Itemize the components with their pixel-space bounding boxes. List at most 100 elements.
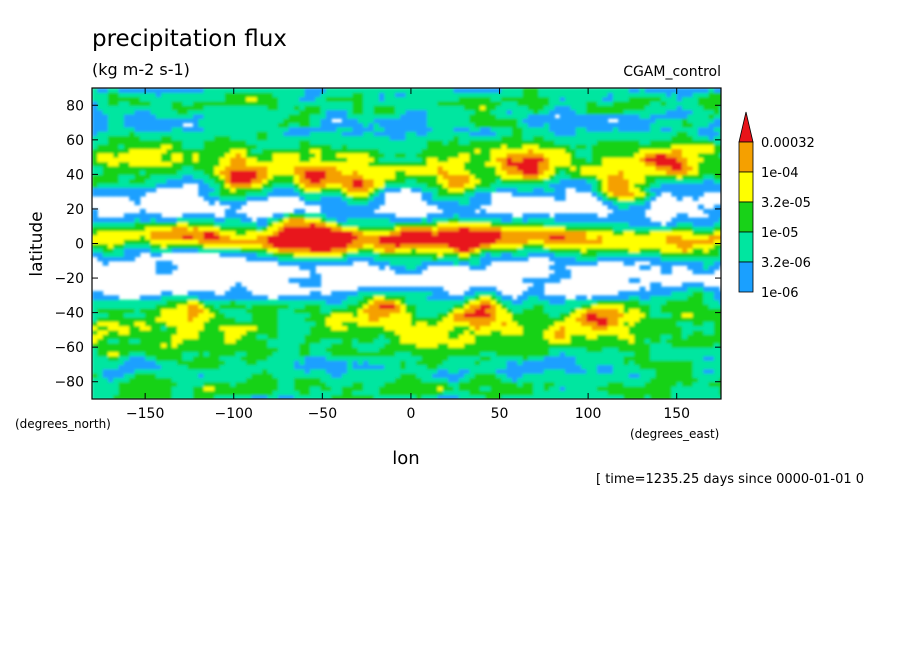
field-cell	[325, 226, 332, 232]
field-cell	[113, 355, 120, 361]
field-cell	[155, 152, 162, 158]
field-cell	[442, 226, 449, 232]
field-cell	[102, 165, 109, 171]
field-cell	[379, 217, 385, 223]
field-cell	[187, 88, 194, 93]
field-cell	[453, 96, 460, 102]
field-cell	[405, 321, 412, 327]
field-cell	[315, 239, 322, 245]
field-cell	[107, 109, 114, 115]
field-cell	[219, 381, 226, 387]
field-cell	[267, 161, 274, 167]
field-cell	[171, 265, 178, 271]
field-cell	[464, 96, 470, 102]
field-cell	[288, 187, 295, 193]
field-cell	[368, 295, 375, 301]
field-cell	[123, 334, 130, 340]
field-cell	[426, 373, 433, 378]
field-cell	[171, 364, 178, 370]
field-cell	[107, 364, 114, 370]
field-cell	[469, 170, 476, 175]
field-cell	[235, 195, 242, 201]
field-cell	[262, 144, 269, 150]
field-cell	[293, 360, 300, 366]
field-cell	[129, 334, 136, 340]
field-cell	[171, 148, 178, 154]
field-cell	[363, 213, 370, 219]
field-cell	[288, 126, 295, 132]
field-cell	[352, 308, 359, 314]
field-cell	[278, 316, 284, 322]
field-cell	[139, 213, 146, 219]
field-cell	[118, 334, 125, 340]
field-cell	[107, 381, 114, 387]
field-cell	[304, 252, 311, 258]
field-cell	[113, 364, 120, 370]
field-cell	[97, 105, 104, 111]
field-cell	[474, 394, 481, 399]
field-cell	[293, 316, 300, 322]
field-cell	[150, 183, 157, 188]
field-cell	[278, 373, 284, 378]
field-cell	[113, 377, 120, 383]
field-cell	[267, 377, 274, 383]
field-cell	[325, 252, 332, 258]
field-cell	[432, 217, 439, 223]
field-cell	[464, 157, 470, 163]
field-cell	[400, 394, 407, 399]
field-cell	[341, 312, 348, 318]
field-cell	[325, 368, 332, 374]
field-cell	[347, 351, 354, 357]
field-cell	[480, 178, 486, 184]
field-cell	[384, 187, 391, 193]
field-cell	[235, 135, 242, 141]
field-cell	[379, 178, 385, 184]
field-cell	[469, 178, 476, 184]
field-cell	[299, 351, 306, 357]
field-cell	[150, 243, 157, 249]
field-cell	[134, 195, 141, 201]
field-cell	[432, 312, 439, 318]
field-cell	[299, 144, 306, 150]
field-cell	[405, 139, 412, 145]
field-cell	[416, 92, 423, 98]
field-cell	[458, 355, 465, 361]
field-cell	[304, 226, 311, 232]
field-cell	[230, 152, 237, 158]
field-cell	[357, 88, 364, 93]
field-cell	[208, 187, 215, 193]
field-cell	[416, 161, 423, 167]
field-cell	[426, 355, 433, 361]
field-cell	[501, 161, 508, 167]
field-cell	[251, 88, 258, 93]
field-cell	[506, 148, 513, 154]
field-cell	[251, 377, 258, 383]
field-cell	[102, 100, 109, 106]
field-cell	[363, 126, 370, 132]
field-cell	[267, 170, 274, 175]
field-cell	[198, 144, 205, 150]
field-cell	[315, 226, 322, 232]
field-cell	[368, 355, 375, 361]
field-cell	[192, 122, 199, 128]
field-cell	[118, 243, 125, 249]
field-cell	[421, 239, 428, 245]
field-cell	[118, 131, 125, 137]
field-cell	[309, 88, 316, 93]
field-cell	[203, 234, 210, 240]
field-cell	[490, 105, 497, 111]
field-cell	[293, 377, 300, 383]
field-cell	[134, 325, 141, 331]
field-cell	[129, 347, 136, 353]
field-cell	[410, 381, 417, 387]
field-cell	[453, 312, 460, 318]
field-cell	[485, 299, 492, 305]
field-cell	[113, 96, 120, 102]
field-cell	[331, 316, 338, 322]
field-cell	[92, 390, 98, 396]
field-cell	[432, 325, 439, 331]
field-cell	[208, 148, 215, 154]
field-cell	[394, 360, 401, 366]
field-cell	[203, 157, 210, 163]
field-cell	[410, 329, 417, 335]
